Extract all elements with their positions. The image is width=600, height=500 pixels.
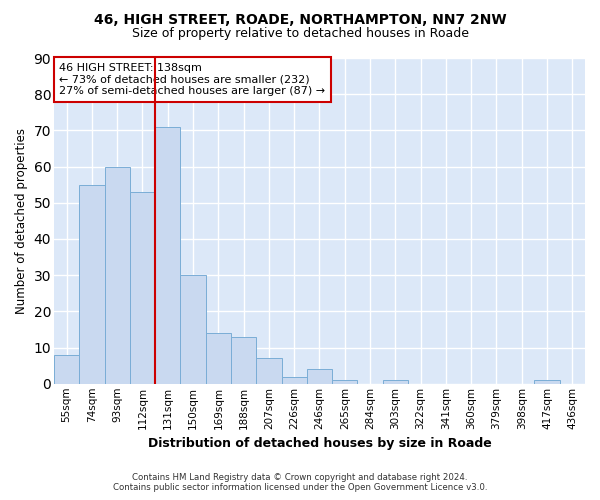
Bar [281,376,307,384]
X-axis label: Distribution of detached houses by size in Roade: Distribution of detached houses by size … [148,437,491,450]
Bar [54,355,79,384]
Bar [535,380,560,384]
Bar [231,336,256,384]
Bar [256,358,281,384]
Text: Size of property relative to detached houses in Roade: Size of property relative to detached ho… [131,28,469,40]
Bar [206,333,231,384]
Text: Contains HM Land Registry data © Crown copyright and database right 2024.
Contai: Contains HM Land Registry data © Crown c… [113,473,487,492]
Text: 46, HIGH STREET, ROADE, NORTHAMPTON, NN7 2NW: 46, HIGH STREET, ROADE, NORTHAMPTON, NN7… [94,12,506,26]
Bar [104,166,130,384]
Bar [181,275,206,384]
Bar [307,370,332,384]
Bar [79,184,104,384]
Bar [383,380,408,384]
Bar [130,192,155,384]
Text: 46 HIGH STREET: 138sqm
← 73% of detached houses are smaller (232)
27% of semi-de: 46 HIGH STREET: 138sqm ← 73% of detached… [59,63,325,96]
Y-axis label: Number of detached properties: Number of detached properties [15,128,28,314]
Bar [155,127,181,384]
Bar [332,380,358,384]
